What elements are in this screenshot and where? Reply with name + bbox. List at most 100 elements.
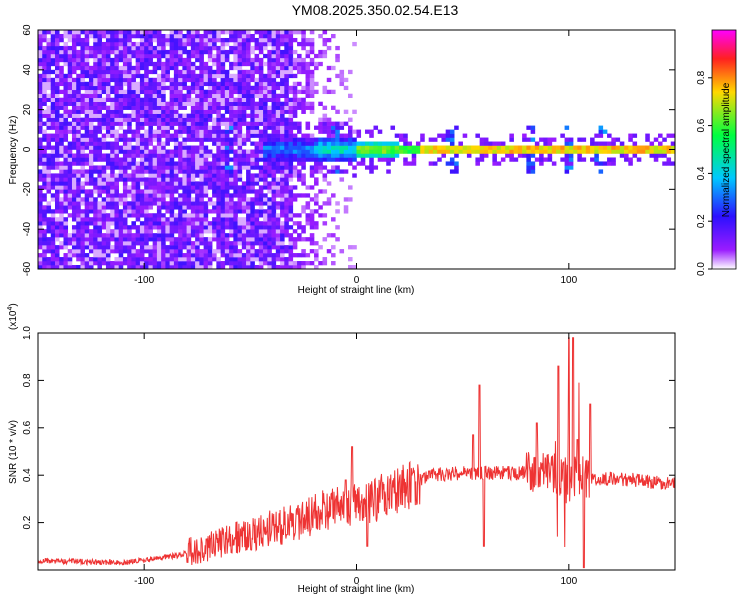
- spectrogram-cell: [110, 101, 115, 106]
- spectrogram-cell: [199, 241, 204, 246]
- spectrogram-cell: [54, 89, 60, 95]
- spectrogram-cell: [165, 237, 170, 242]
- spectrogram-cell: [275, 61, 281, 67]
- spectrogram-cell: [46, 217, 52, 222]
- spectrogram-cell: [195, 121, 200, 126]
- spectrogram-cell: [148, 45, 153, 51]
- spectrogram-cell: [297, 89, 302, 95]
- spectrogram-cell: [97, 117, 102, 122]
- spectrogram-cell: [76, 229, 81, 234]
- spectrogram-cell: [76, 133, 81, 138]
- spectrogram-cell: [322, 189, 328, 194]
- spectrogram-cell: [309, 145, 315, 150]
- spectrogram-cell: [182, 153, 187, 158]
- spectrogram-cell: [186, 30, 192, 35]
- spectrogram-cell: [246, 93, 251, 99]
- spectrogram-cell: [38, 229, 43, 234]
- spectrogram-cell: [292, 169, 298, 174]
- spectrogram-cell: [114, 49, 119, 55]
- spectrogram-cell: [156, 41, 162, 47]
- spectrogram-cell: [207, 97, 213, 102]
- spectrogram-cell: [161, 245, 166, 250]
- spectrogram-cell: [131, 261, 136, 266]
- spectrogram-cell: [207, 225, 213, 230]
- spectrogram-cell: [216, 229, 221, 234]
- spectrogram-cell: [97, 189, 102, 194]
- spectrogram-cell: [212, 165, 217, 170]
- spectrogram-cell: [305, 49, 311, 55]
- spectrogram-cell: [267, 121, 272, 126]
- spectrogram-cell: [284, 261, 289, 266]
- spectrogram-cell: [42, 53, 47, 59]
- spectrogram-cell: [50, 57, 56, 63]
- spectrogram-cell: [54, 257, 60, 262]
- spectrogram-cell: [246, 181, 251, 186]
- spectrogram-cell: [76, 117, 81, 122]
- spectrogram-cell: [275, 37, 281, 43]
- spectrogram-cell: [220, 265, 226, 269]
- spectrogram-cell: [212, 221, 217, 226]
- spectrogram-cell: [80, 73, 86, 79]
- spectrogram-cell: [46, 137, 52, 142]
- spectrogram-cell: [88, 189, 94, 194]
- spectrogram-cell: [110, 245, 115, 250]
- spectrogram-cell: [84, 85, 90, 91]
- spectrogram-cell: [131, 65, 136, 71]
- spectrogram-cell: [339, 169, 345, 174]
- spectrogram-cell: [598, 129, 604, 134]
- spectrogram-cell: [38, 213, 43, 218]
- spectrogram-cell: [237, 149, 243, 154]
- spectrogram-cell: [224, 237, 230, 242]
- spectrogram-cell: [466, 149, 472, 154]
- spectrogram-cell: [144, 157, 149, 162]
- spectrogram-cell: [454, 165, 459, 170]
- spectrogram-cell: [88, 121, 94, 126]
- spectrogram-cell: [658, 149, 663, 154]
- spectrogram-cell: [161, 197, 166, 202]
- spectrogram-cell: [46, 61, 52, 67]
- spectrogram-cell: [80, 49, 86, 55]
- spectrogram-cell: [216, 129, 221, 134]
- spectrogram-cell: [182, 253, 187, 258]
- spectrogram-cell: [288, 161, 294, 166]
- spectrogram-cell: [190, 221, 196, 226]
- spectrogram-cell: [224, 157, 230, 162]
- spectrogram-cell: [127, 105, 132, 110]
- spectrogram-cell: [122, 169, 128, 174]
- spectrogram-cell: [246, 105, 251, 110]
- spectrogram-cell: [224, 253, 230, 258]
- spectrogram-cell: [54, 117, 60, 122]
- spectrogram-cell: [50, 125, 56, 130]
- spectrogram-cell: [80, 81, 86, 87]
- spectrogram-cell: [178, 237, 183, 242]
- spectrogram-y-axis-label: Frequency (Hz): [8, 116, 19, 185]
- spectrogram-cell: [122, 185, 128, 190]
- spectrogram-cell: [509, 157, 514, 162]
- spectrogram-cell: [186, 257, 192, 262]
- spectrogram-cell: [607, 133, 612, 138]
- spectrogram-cell: [88, 265, 94, 269]
- spectrogram-cell: [258, 213, 264, 218]
- spectrogram-cell: [381, 153, 387, 158]
- spectrogram-cell: [169, 169, 175, 174]
- spectrogram-cell: [165, 133, 170, 138]
- spectrogram-cell: [263, 157, 268, 162]
- spectrogram-cell: [233, 121, 238, 126]
- spectrogram-cell: [190, 137, 196, 142]
- spectrogram-cell: [449, 149, 455, 154]
- spectrogram-cell: [280, 69, 285, 75]
- spectrogram-cell: [127, 53, 132, 59]
- spectrogram-cell: [335, 145, 340, 150]
- spectrogram-cell: [161, 105, 166, 110]
- spectrogram-cell: [216, 117, 221, 122]
- spectrogram-cell: [114, 197, 119, 202]
- spectrogram-cell: [101, 101, 107, 106]
- spectrogram-cell: [454, 125, 459, 130]
- spectrogram-cell: [118, 261, 124, 266]
- spectrogram-cell: [207, 57, 213, 63]
- spectrogram-cell: [258, 253, 264, 258]
- spectrogram-cell: [224, 129, 230, 134]
- spectrogram-cell: [63, 205, 69, 210]
- spectrogram-cell: [169, 81, 175, 87]
- spectrogram-cell: [314, 149, 319, 154]
